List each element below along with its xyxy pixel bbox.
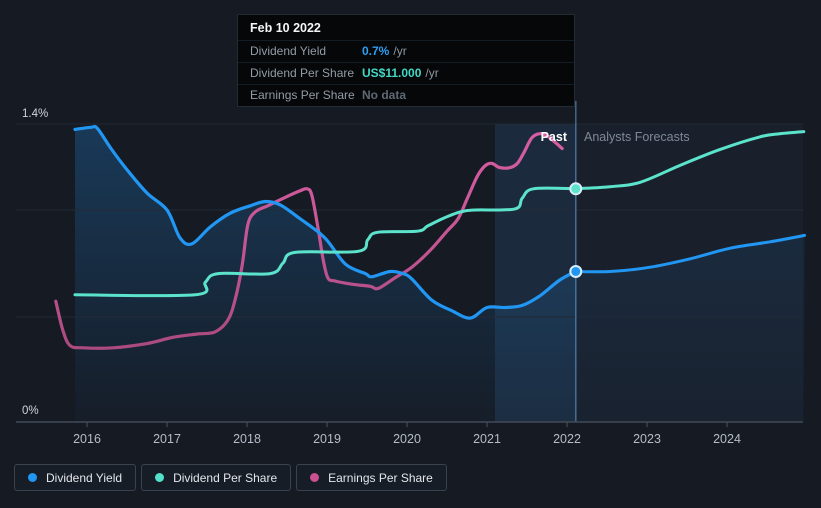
area-fill-dy_forecast (575, 235, 805, 422)
analysts-forecasts-label: Analysts Forecasts (584, 130, 690, 144)
tooltip-row-value: No data (362, 88, 407, 102)
chart-tooltip: Feb 10 2022 Dividend Yield 0.7%/yr Dividen… (237, 14, 575, 107)
tooltip-row-value: 0.7% (362, 44, 390, 58)
past-label: Past (541, 130, 568, 144)
tooltip-row: Dividend Yield 0.7%/yr (238, 40, 574, 62)
tooltip-row: Earnings Per Share No data (238, 84, 574, 106)
tooltip-row: Dividend Per Share US$11.000/yr (238, 62, 574, 84)
x-tick-label: 2021 (473, 432, 501, 446)
legend-label: Earnings Per Share (328, 470, 433, 485)
marker-layer (569, 182, 583, 278)
marker-dot-dps_past[interactable] (569, 182, 583, 196)
x-tick-label: 2024 (713, 432, 741, 446)
series-layer (54, 124, 807, 350)
line-earnings-per-share (54, 132, 564, 350)
legend-item-dividend-per-share[interactable]: Dividend Per Share (141, 464, 292, 491)
line-dividend-yield-forecast (574, 233, 807, 274)
tooltip-row-label: Dividend Per Share (250, 66, 355, 80)
y-axis-max-label: 1.4% (22, 108, 48, 120)
tooltip-row-label: Dividend Yield (250, 44, 327, 58)
legend-dot-icon (28, 473, 37, 482)
line-dividend-per-share-forecast (574, 130, 806, 191)
legend-dot-icon (155, 473, 165, 482)
tooltip-date: Feb 10 2022 (250, 21, 321, 35)
marker-dot-dy_past[interactable] (569, 264, 583, 278)
line-dividend-per-share-past (73, 186, 578, 298)
legend-dot-icon (310, 473, 320, 482)
x-tick-label: 2017 (153, 432, 181, 446)
x-tick-label: 2020 (393, 432, 421, 446)
x-tick-label: 2016 (73, 432, 101, 446)
tooltip-row-unit: /yr (425, 66, 439, 80)
gridlines (16, 123, 803, 318)
x-tick-label: 2022 (553, 432, 581, 446)
y-axis-min-label: 0% (22, 405, 39, 417)
x-tick-label: 2023 (633, 432, 661, 446)
legend-label: Dividend Per Share (173, 470, 278, 485)
tooltip-row-unit: /yr (393, 44, 407, 58)
legend-item-dividend-yield[interactable]: Dividend Yield (14, 464, 137, 491)
x-axis-ticks: 2016 2017 2018 2019 2020 2021 2022 2023 2024 (73, 422, 741, 446)
tooltip-row-value: US$11.000 (362, 66, 422, 80)
legend-item-earnings-per-share[interactable]: Earnings Per Share (296, 464, 447, 491)
chart-legend: Dividend Yield Dividend Per Share Earnings… (14, 464, 447, 491)
line-dividend-yield-past (73, 124, 578, 320)
x-tick-label: 2019 (313, 432, 341, 446)
tooltip-row-label: Earnings Per Share (250, 88, 355, 102)
legend-label: Dividend Yield (46, 470, 123, 485)
x-tick-label: 2018 (233, 432, 261, 446)
dividend-chart[interactable]: 2016 2017 2018 2019 2020 2021 2022 2023 2024 1.4… (0, 0, 821, 455)
hover-highlight-band (495, 124, 576, 422)
